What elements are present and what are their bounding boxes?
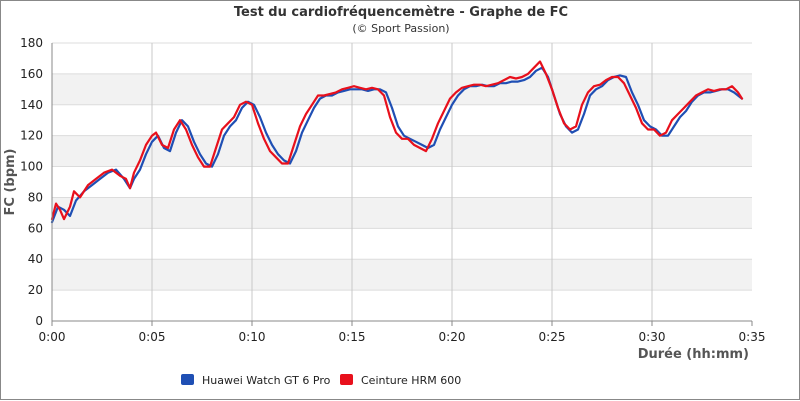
plot-band — [52, 135, 752, 167]
x-tick-label: 0:35 — [739, 330, 766, 344]
y-tick-label: 20 — [28, 283, 43, 297]
plot-band — [52, 73, 752, 105]
gridlines — [52, 42, 752, 322]
y-tick-label: 180 — [20, 36, 43, 50]
legend-swatch-2 — [340, 374, 353, 385]
legend-label-2: Ceinture HRM 600 — [361, 374, 461, 387]
chart-title: Test du cardiofréquencemètre - Graphe de… — [234, 5, 568, 20]
legend-swatch-1 — [181, 374, 194, 385]
x-tick-label: 0:00 — [39, 330, 66, 344]
series-line-2 — [50, 60, 744, 221]
plot-band — [52, 197, 752, 229]
y-tick-label: 80 — [28, 190, 43, 204]
y-tick-label: 140 — [20, 98, 43, 112]
y-tick-label: 40 — [28, 252, 43, 266]
y-tick-label: 0 — [35, 314, 43, 328]
legend-label-1: Huawei Watch GT 6 Pro — [202, 374, 331, 387]
y-tick-label: 60 — [28, 221, 43, 235]
x-tick-label: 0:15 — [339, 330, 366, 344]
y-tick-label: 120 — [20, 129, 43, 143]
y-axis-title: FC (bpm) — [3, 149, 18, 216]
plot-bands — [52, 73, 752, 291]
x-axis-title: Durée (hh:mm) — [638, 347, 749, 362]
chart-subtitle: (© Sport Passion) — [352, 22, 449, 35]
x-tick-label: 0:30 — [639, 330, 666, 344]
y-tick-labels: 0 20 40 60 80 100 120 140 160 180 — [20, 36, 43, 328]
x-tick-label: 0:05 — [139, 330, 166, 344]
x-tick-labels: 0:00 0:05 0:10 0:15 0:20 0:25 0:30 0:35 — [39, 330, 766, 344]
y-tick-label: 100 — [20, 160, 43, 174]
x-tick-label: 0:10 — [239, 330, 266, 344]
y-tick-label: 160 — [20, 67, 43, 81]
x-tick-label: 0:25 — [539, 330, 566, 344]
series-layer — [50, 60, 744, 224]
legend: Huawei Watch GT 6 Pro Ceinture HRM 600 — [181, 374, 461, 387]
axes — [51, 43, 753, 326]
plot-band — [52, 259, 752, 291]
series-line-1 — [50, 66, 744, 224]
x-tick-label: 0:20 — [439, 330, 466, 344]
